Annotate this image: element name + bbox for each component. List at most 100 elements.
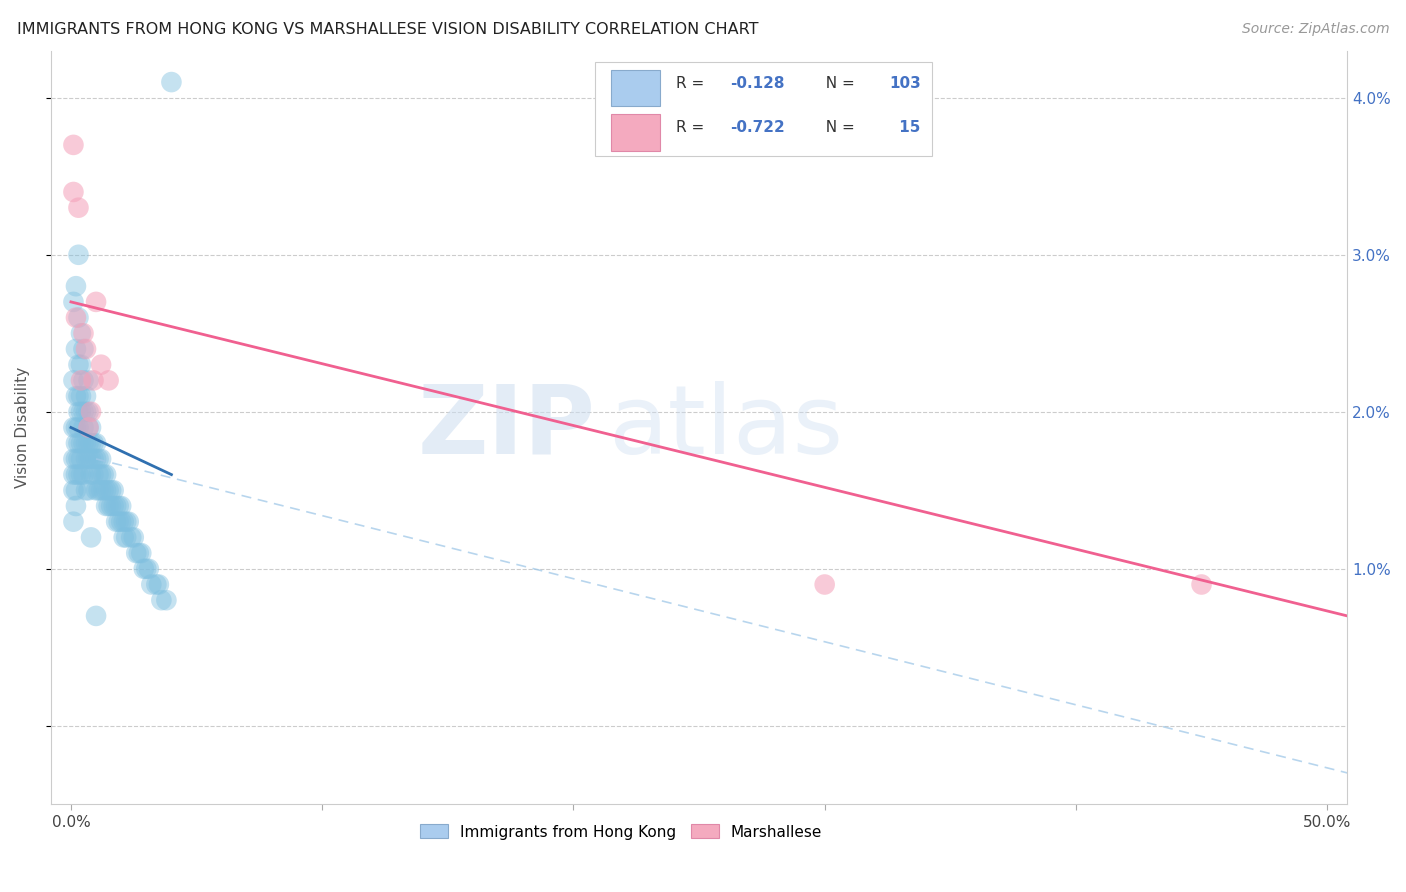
Point bbox=[80, 405, 103, 419]
Point bbox=[67, 248, 90, 262]
Legend: Immigrants from Hong Kong, Marshallese: Immigrants from Hong Kong, Marshallese bbox=[413, 818, 828, 846]
Text: N =: N = bbox=[815, 76, 859, 91]
Point bbox=[77, 420, 100, 434]
Text: ZIP: ZIP bbox=[418, 381, 595, 474]
Point bbox=[120, 530, 142, 544]
Point bbox=[80, 467, 103, 482]
Point bbox=[72, 405, 94, 419]
Point bbox=[67, 436, 90, 450]
Point bbox=[150, 593, 173, 607]
Point bbox=[62, 420, 84, 434]
Point bbox=[65, 483, 87, 498]
Text: atlas: atlas bbox=[609, 381, 844, 474]
Point bbox=[65, 342, 87, 356]
Point bbox=[83, 451, 105, 466]
Point bbox=[97, 483, 120, 498]
Point bbox=[75, 451, 97, 466]
Text: 15: 15 bbox=[894, 120, 920, 136]
Point bbox=[67, 201, 90, 215]
Point bbox=[80, 420, 103, 434]
Point bbox=[65, 310, 87, 325]
Point bbox=[77, 483, 100, 498]
FancyBboxPatch shape bbox=[595, 62, 932, 156]
Point bbox=[90, 483, 112, 498]
Point bbox=[107, 499, 129, 513]
Point bbox=[70, 405, 93, 419]
Point bbox=[67, 451, 90, 466]
Point bbox=[84, 608, 107, 623]
Text: R =: R = bbox=[676, 76, 709, 91]
Point bbox=[77, 436, 100, 450]
Point bbox=[94, 467, 117, 482]
Point bbox=[70, 373, 93, 387]
Point bbox=[93, 483, 115, 498]
Point bbox=[132, 562, 155, 576]
Point bbox=[94, 499, 117, 513]
Point bbox=[67, 389, 90, 403]
Point bbox=[62, 137, 84, 152]
Text: R =: R = bbox=[676, 120, 709, 136]
Point bbox=[83, 436, 105, 450]
Point bbox=[67, 310, 90, 325]
Point bbox=[77, 405, 100, 419]
Point bbox=[62, 373, 84, 387]
Y-axis label: Vision Disability: Vision Disability bbox=[15, 367, 30, 488]
Point bbox=[103, 483, 125, 498]
Point bbox=[155, 593, 177, 607]
Text: -0.128: -0.128 bbox=[730, 76, 785, 91]
Point bbox=[62, 483, 84, 498]
Point bbox=[75, 342, 97, 356]
Point bbox=[90, 467, 112, 482]
Text: -0.722: -0.722 bbox=[730, 120, 785, 136]
Point bbox=[70, 358, 93, 372]
Point bbox=[65, 467, 87, 482]
Point bbox=[112, 530, 135, 544]
Point bbox=[80, 530, 103, 544]
Point bbox=[115, 530, 138, 544]
Point bbox=[87, 483, 110, 498]
Point bbox=[72, 436, 94, 450]
Point bbox=[70, 467, 93, 482]
Point bbox=[107, 515, 129, 529]
Point bbox=[129, 546, 152, 560]
Point bbox=[80, 451, 103, 466]
Text: Source: ZipAtlas.com: Source: ZipAtlas.com bbox=[1241, 22, 1389, 37]
Point bbox=[65, 451, 87, 466]
Point bbox=[62, 467, 84, 482]
Point bbox=[70, 436, 93, 450]
Point bbox=[65, 279, 87, 293]
Point bbox=[87, 467, 110, 482]
Point bbox=[70, 451, 93, 466]
Point bbox=[135, 562, 157, 576]
Point bbox=[84, 483, 107, 498]
Point bbox=[100, 483, 122, 498]
Point bbox=[70, 326, 93, 341]
Point bbox=[83, 373, 105, 387]
Point bbox=[65, 499, 87, 513]
Point bbox=[160, 75, 183, 89]
Point bbox=[125, 546, 148, 560]
Point bbox=[75, 483, 97, 498]
Point bbox=[72, 342, 94, 356]
Point bbox=[93, 467, 115, 482]
Point bbox=[128, 546, 150, 560]
Point bbox=[141, 577, 163, 591]
Point bbox=[110, 515, 132, 529]
Point bbox=[90, 451, 112, 466]
Point bbox=[100, 499, 122, 513]
Point bbox=[122, 530, 145, 544]
Point bbox=[62, 515, 84, 529]
Point bbox=[67, 467, 90, 482]
Point bbox=[103, 499, 125, 513]
Point bbox=[105, 499, 128, 513]
Point bbox=[75, 405, 97, 419]
Point bbox=[65, 436, 87, 450]
Point bbox=[72, 373, 94, 387]
Point bbox=[115, 515, 138, 529]
Point bbox=[72, 420, 94, 434]
Point bbox=[77, 451, 100, 466]
Point bbox=[84, 451, 107, 466]
Point bbox=[67, 405, 90, 419]
Text: IMMIGRANTS FROM HONG KONG VS MARSHALLESE VISION DISABILITY CORRELATION CHART: IMMIGRANTS FROM HONG KONG VS MARSHALLESE… bbox=[17, 22, 758, 37]
Point bbox=[1191, 577, 1213, 591]
